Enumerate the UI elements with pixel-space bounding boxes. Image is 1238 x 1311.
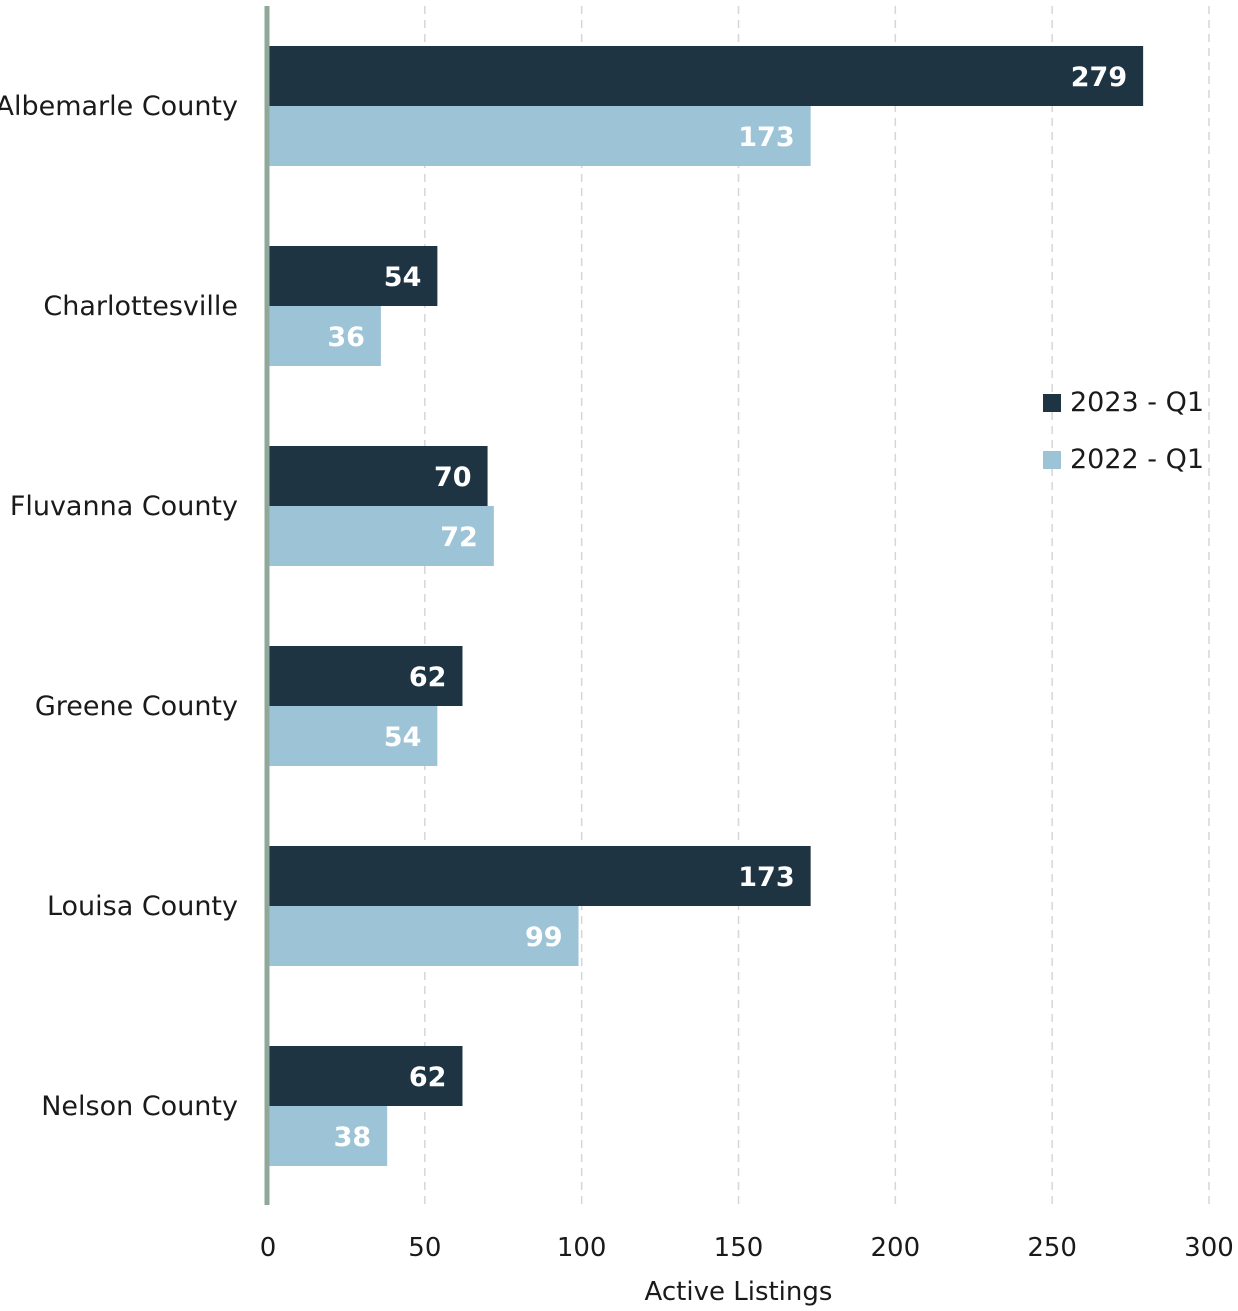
category-label: Fluvanna County	[10, 491, 238, 522]
data-label: 72	[440, 522, 478, 553]
bar	[268, 306, 381, 366]
legend-swatch	[1043, 394, 1061, 412]
category-label: Charlottesville	[43, 291, 238, 322]
data-label: 99	[525, 922, 563, 953]
bar	[268, 246, 438, 306]
category-labels: Albemarle County Charlottesville Fluvanna …	[0, 91, 238, 1122]
x-tick-label: 50	[408, 1233, 441, 1263]
data-label: 173	[738, 862, 794, 893]
legend: 2023 - Q1 2022 - Q1	[1043, 387, 1204, 475]
gridlines	[424, 6, 1210, 1205]
data-label: 173	[738, 122, 794, 153]
x-tick-label: 150	[714, 1233, 764, 1263]
data-label: 62	[409, 662, 447, 693]
data-label: 38	[334, 1122, 372, 1153]
x-axis-title: Active Listings	[645, 1277, 833, 1307]
bar	[268, 1046, 463, 1106]
x-tick-label: 250	[1027, 1233, 1077, 1263]
bar	[268, 846, 811, 906]
category-label: Greene County	[35, 691, 238, 722]
data-label: 279	[1071, 62, 1127, 93]
legend-label: 2022 - Q1	[1070, 444, 1204, 475]
x-axis-tick-labels: 0 50 100 150 200 250 300	[260, 1233, 1234, 1263]
x-tick-label: 200	[871, 1233, 921, 1263]
bar	[268, 46, 1144, 106]
legend-swatch	[1043, 451, 1061, 469]
category-label: Louisa County	[47, 891, 238, 922]
x-tick-label: 300	[1184, 1233, 1234, 1263]
bar	[268, 706, 438, 766]
bar	[268, 646, 463, 706]
bar	[268, 906, 579, 966]
bar	[268, 446, 488, 506]
x-tick-label: 0	[260, 1233, 277, 1263]
data-label: 54	[384, 722, 422, 753]
bar	[268, 106, 811, 166]
legend-label: 2023 - Q1	[1070, 387, 1204, 418]
bars	[268, 46, 1144, 1166]
data-label: 36	[327, 322, 365, 353]
category-label: Nelson County	[41, 1091, 238, 1122]
data-label: 70	[434, 462, 472, 493]
bar	[268, 1106, 388, 1166]
category-label: Albemarle County	[0, 91, 238, 122]
data-label: 62	[409, 1062, 447, 1093]
bar	[268, 506, 494, 566]
data-label: 54	[384, 262, 422, 293]
value-labels: 279 173 54 36 70 72 62 54 173 99 62 38	[327, 62, 1127, 1153]
x-tick-label: 100	[557, 1233, 607, 1263]
